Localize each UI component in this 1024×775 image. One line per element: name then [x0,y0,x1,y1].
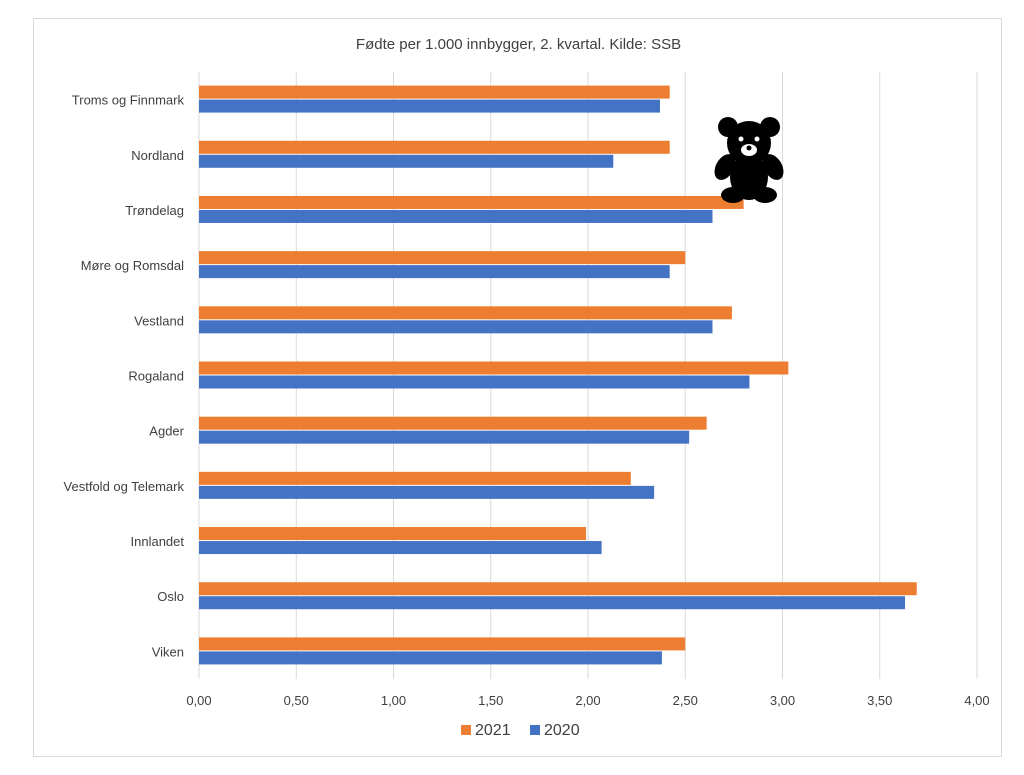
bar-2021 [199,85,670,99]
category-label: Agder [149,424,184,439]
bar-2020 [199,99,660,113]
category-label: Oslo [157,589,184,604]
bar-2020 [199,154,614,168]
category-label: Viken [152,644,184,659]
x-tick-label: 2,50 [673,693,698,708]
teddy-bear-icon [714,117,784,203]
bar-2021 [199,140,670,154]
category-label: Vestfold og Telemark [64,479,185,494]
legend-swatch-2020 [530,725,540,735]
chart-title: Fødte per 1.000 innbygger, 2. kvartal. K… [356,36,681,53]
category-label: Nordland [131,148,184,163]
bar-2020 [199,485,655,499]
x-tick-label: 0,00 [186,693,211,708]
bar-2021 [199,471,631,485]
bar-2021 [199,416,707,430]
x-tick-label: 2,00 [575,693,600,708]
bar-2020 [199,320,713,334]
category-label: Innlandet [131,534,185,549]
x-tick-label: 3,00 [770,693,795,708]
category-label: Troms og Finnmark [72,93,185,108]
bar-2020 [199,209,713,223]
bar-2020 [199,430,690,444]
bar-2021 [199,637,686,651]
bar-2021 [199,582,917,596]
chart-frame: 0,00 0,50 1,00 1,50 2,00 2,50 3,00 3,50 4,00 Trom… [33,18,1002,757]
bar-2021 [199,195,744,209]
bar-2020 [199,541,602,555]
category-label: Rogaland [128,369,184,384]
x-tick-label: 3,50 [867,693,892,708]
bar-2021 [199,251,686,265]
bar-2021 [199,306,732,320]
bar-2020 [199,596,906,610]
x-tick-label: 4,00 [964,693,989,708]
legend: 2021 2020 [461,722,580,739]
category-label: Møre og Romsdal [81,258,184,273]
x-tick-label: 0,50 [284,693,309,708]
legend-label-2020: 2020 [544,722,580,739]
x-tick-label: 1,50 [478,693,503,708]
category-label: Trøndelag [125,203,184,218]
bar-2020 [199,651,662,665]
x-tick-label: 1,00 [381,693,406,708]
legend-swatch-2021 [461,725,471,735]
bar-2020 [199,265,670,279]
category-label: Vestland [134,313,184,328]
bar-2021 [199,361,789,375]
legend-label-2021: 2021 [475,722,511,739]
bar-2021 [199,527,587,541]
bar-2020 [199,375,750,389]
bar-chart: 0,00 0,50 1,00 1,50 2,00 2,50 3,00 3,50 4,00 Trom… [64,36,990,739]
